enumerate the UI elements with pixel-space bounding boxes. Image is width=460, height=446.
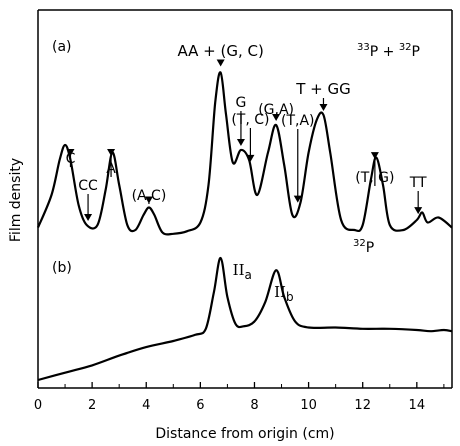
plot-frame	[37, 9, 453, 389]
peak-label: TT	[409, 175, 427, 191]
peak-arrow-head	[216, 59, 225, 67]
y-axis-title: Film density	[8, 158, 24, 242]
panel-b-isotope-label: 32P	[353, 238, 374, 256]
peak-label: (G,A)	[258, 102, 294, 118]
trace-b-line	[37, 256, 453, 382]
x-tick-label: 6	[196, 398, 204, 413]
x-tick-label: 10	[300, 398, 317, 413]
x-ticks: 0 2 4 6 8 10 12 14	[34, 382, 445, 413]
peak-arrow-head	[319, 104, 328, 111]
panel-a-label: (a)	[52, 39, 72, 55]
peak-label: (T, C)	[231, 112, 269, 128]
panel-b-label: (b)	[52, 260, 72, 276]
x-tick-label: 0	[34, 398, 42, 413]
x-axis-title: Distance from origin (cm)	[155, 426, 334, 442]
x-tick-label: 2	[88, 398, 96, 413]
peak-arrow-head	[246, 154, 255, 162]
panel-a-annotations: CCCA(A,C)AA + (G, C)G(T, C)(G,A)(T,A)T +…	[66, 42, 427, 221]
peak-arrow-head	[414, 207, 423, 215]
peak-arrow-head	[66, 149, 75, 156]
x-tick-label: 4	[142, 398, 150, 413]
peak-label: IIb	[274, 283, 293, 304]
x-tick-label: 12	[354, 398, 371, 413]
peak-arrow-head	[107, 149, 116, 156]
peak-arrow-head	[144, 196, 153, 204]
peak-label: G	[236, 95, 247, 111]
x-tick-label: 8	[250, 398, 258, 413]
peak-label: IIa	[233, 261, 252, 282]
peak-label: CC	[78, 178, 98, 194]
peak-arrow-head	[370, 152, 379, 160]
peak-label: (A,C)	[132, 188, 167, 204]
panel-b-annotations: IIa IIb	[233, 261, 294, 304]
peak-arrow-head	[293, 195, 302, 203]
panel-a-isotope-label: 33P + 32P	[357, 42, 420, 60]
peak-label: AA + (G, C)	[177, 42, 263, 60]
peak-label: (T,A)	[281, 113, 315, 129]
x-tick-label: 14	[409, 398, 426, 413]
peak-arrow-head	[272, 114, 281, 121]
peak-arrow-head	[84, 214, 93, 221]
peak-label: T + GG	[295, 80, 351, 98]
peak-arrow-head	[236, 139, 245, 146]
